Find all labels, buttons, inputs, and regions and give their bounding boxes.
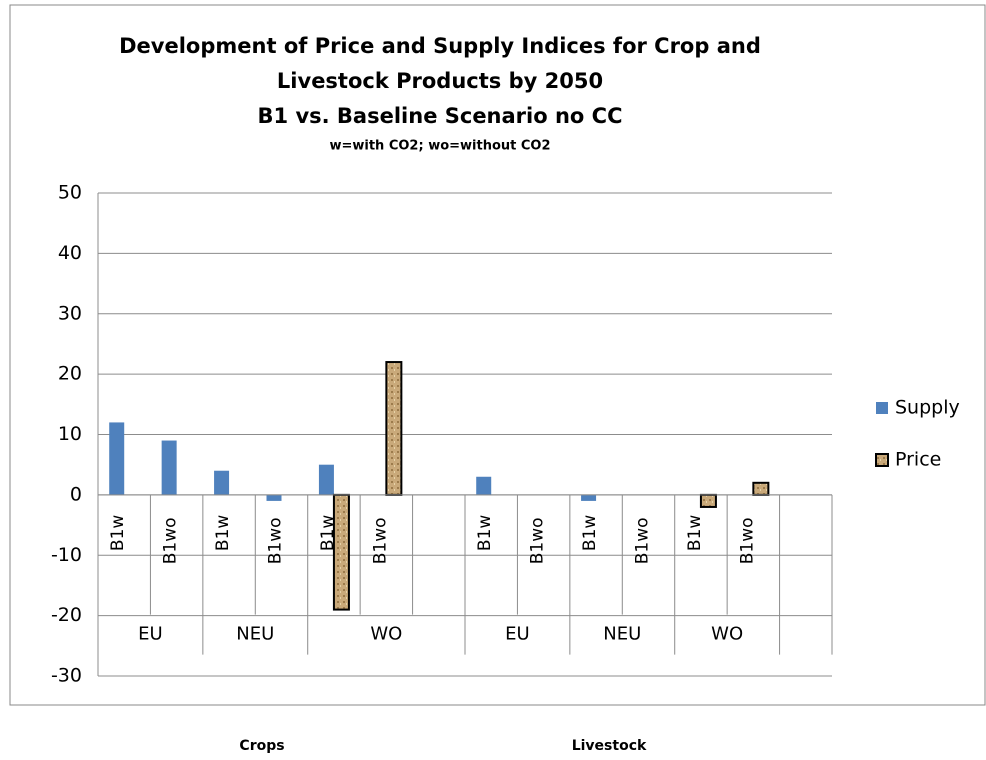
y-tick-label: 40 [58, 242, 82, 264]
bar [109, 422, 125, 495]
y-tick-label: 10 [58, 423, 82, 445]
section-label: Crops [239, 738, 284, 754]
x-tick-label: B1w [213, 515, 233, 551]
y-tick-label: -10 [51, 544, 82, 566]
x-tick-label: B1wo [528, 517, 548, 564]
x-tick-label: B1wo [266, 517, 286, 564]
group-label: WO [370, 624, 402, 645]
group-label: WO [711, 624, 743, 645]
chart-title: Livestock Products by 2050 [277, 69, 603, 93]
bar [266, 494, 282, 501]
bar [699, 493, 717, 508]
chart-title: B1 vs. Baseline Scenario no CC [258, 104, 623, 128]
group-label: EU [505, 624, 530, 645]
y-tick-label: 50 [58, 182, 82, 204]
bar [385, 361, 403, 496]
x-tick-label: B1w [475, 515, 495, 551]
x-tick-label: B1w [580, 515, 600, 551]
legend-swatch [876, 402, 888, 414]
y-tick-label: -30 [51, 665, 82, 687]
bar [332, 493, 350, 611]
bar [581, 494, 597, 501]
chart-border [9, 4, 986, 706]
legend-label: Price [895, 449, 941, 471]
y-tick-label: 0 [70, 483, 82, 505]
bar [476, 476, 492, 495]
group-label: NEU [603, 624, 641, 645]
x-tick-label: B1wo [161, 517, 181, 564]
bar [214, 470, 230, 495]
chart-title: Development of Price and Supply Indices … [119, 34, 761, 58]
y-tick-label: -20 [51, 604, 82, 626]
group-label: EU [138, 624, 163, 645]
bar [752, 481, 770, 496]
bar [161, 440, 177, 495]
x-tick-label: B1wo [633, 517, 653, 564]
bar [318, 464, 334, 495]
y-tick-label: 30 [58, 302, 82, 324]
x-tick-label: B1wo [737, 517, 757, 564]
chart-subtitle: w=with CO2; wo=without CO2 [329, 139, 550, 154]
x-tick-label: B1w [318, 515, 338, 551]
group-label: NEU [236, 624, 274, 645]
x-tick-label: B1w [685, 515, 705, 551]
section-label: Livestock [572, 738, 647, 754]
y-tick-label: 20 [58, 363, 82, 385]
x-tick-label: B1wo [370, 517, 390, 564]
legend-label: Supply [895, 397, 960, 419]
x-tick-label: B1w [108, 515, 128, 551]
legend-swatch [875, 453, 889, 467]
